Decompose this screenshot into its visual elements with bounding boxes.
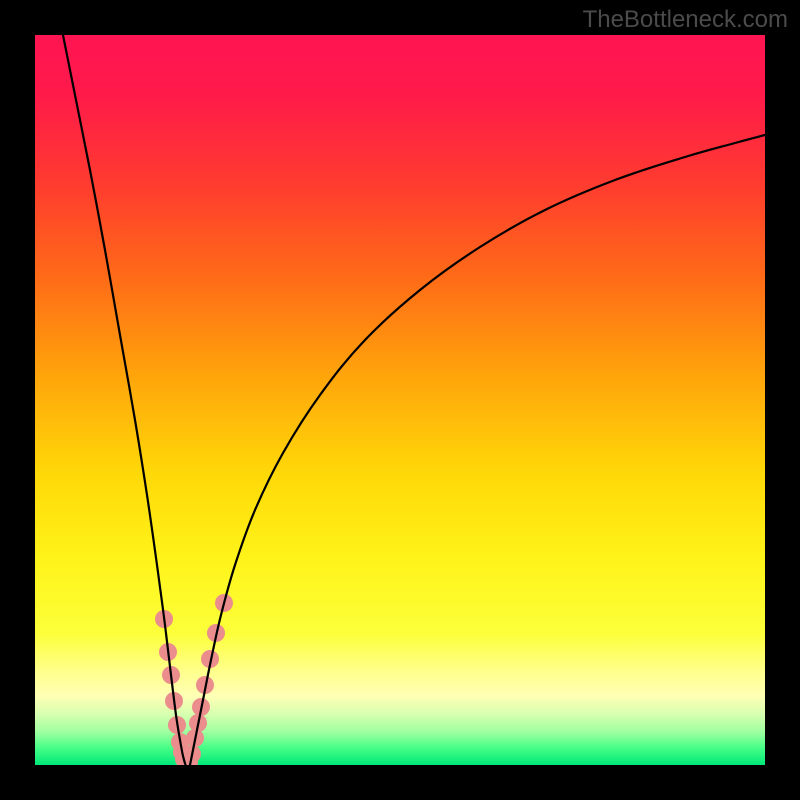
curve-layer xyxy=(35,35,765,765)
curve-right-arm xyxy=(190,135,765,765)
data-markers xyxy=(155,594,233,765)
chart-frame: TheBottleneck.com xyxy=(0,0,800,800)
plot-area xyxy=(35,35,765,765)
watermark-text: TheBottleneck.com xyxy=(583,6,788,34)
